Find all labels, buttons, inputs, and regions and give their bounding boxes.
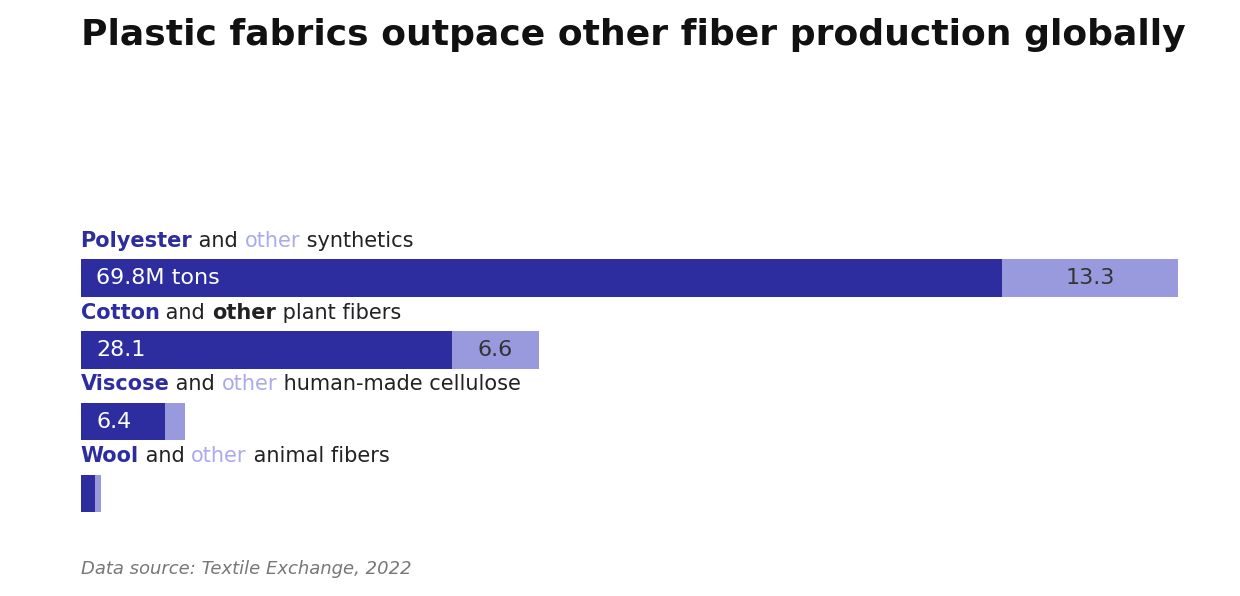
Text: Data source: Textile Exchange, 2022: Data source: Textile Exchange, 2022 (81, 560, 412, 578)
Text: 13.3: 13.3 (1065, 268, 1115, 288)
Text: human-made cellulose: human-made cellulose (278, 374, 521, 395)
Bar (81, 331, 451, 368)
Bar (95, 474, 102, 512)
Text: other: other (212, 303, 275, 322)
Text: other: other (222, 374, 278, 395)
Text: and: and (192, 231, 244, 251)
Text: 69.8M tons: 69.8M tons (97, 268, 221, 288)
Text: and: and (139, 446, 191, 466)
Text: and: and (170, 374, 222, 395)
Text: Cotton: Cotton (81, 303, 160, 322)
Text: 6.4: 6.4 (97, 412, 131, 432)
Text: synthetics: synthetics (300, 231, 414, 251)
Text: Polyester: Polyester (81, 231, 192, 251)
Text: Wool: Wool (81, 446, 139, 466)
Text: animal fibers: animal fibers (247, 446, 389, 466)
Bar (81, 259, 1002, 297)
Text: Viscose: Viscose (81, 374, 170, 395)
Bar (1002, 259, 1178, 297)
Text: Plastic fabrics outpace other fiber production globally: Plastic fabrics outpace other fiber prod… (81, 18, 1185, 52)
Text: and: and (160, 303, 212, 322)
Bar (81, 403, 165, 440)
Text: 6.6: 6.6 (477, 340, 513, 360)
Bar (165, 403, 185, 440)
Text: other: other (244, 231, 300, 251)
Text: other: other (191, 446, 247, 466)
Text: 28.1: 28.1 (97, 340, 146, 360)
Text: plant fibers: plant fibers (275, 303, 401, 322)
Bar (451, 331, 538, 368)
Bar (81, 474, 95, 512)
